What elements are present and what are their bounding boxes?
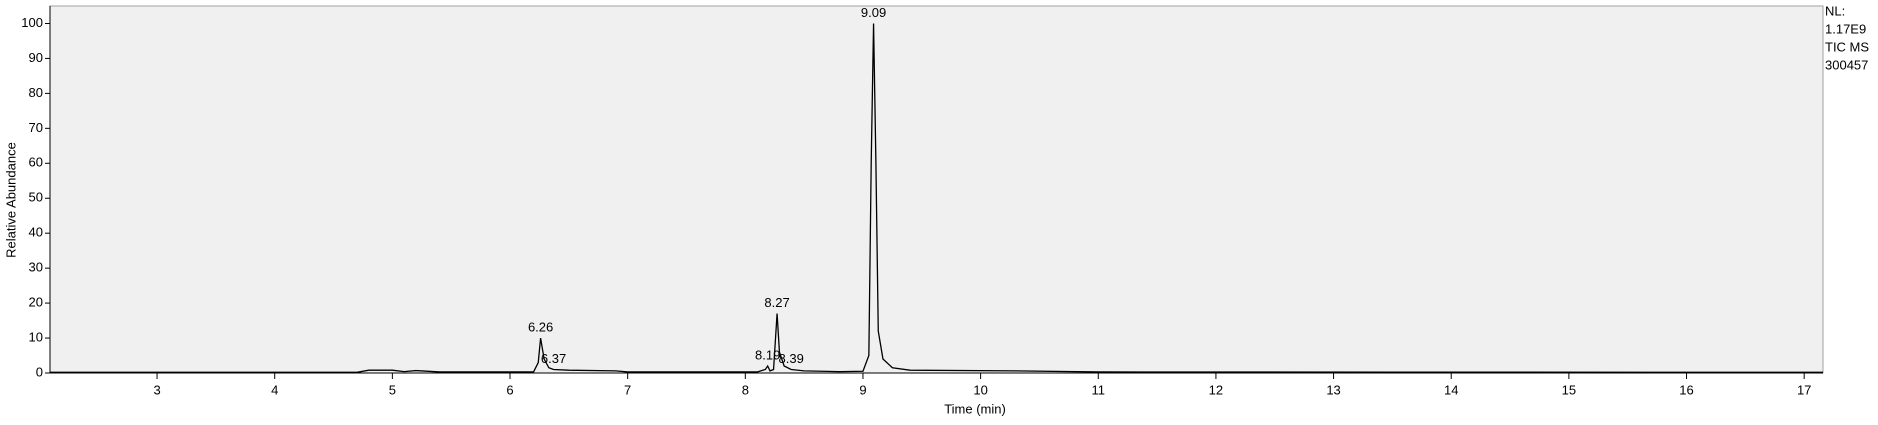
y-tick-label: 30 xyxy=(29,260,43,275)
x-tick-label: 11 xyxy=(1092,382,1106,397)
x-tick-label: 15 xyxy=(1562,382,1576,397)
x-tick-label: 12 xyxy=(1209,382,1223,397)
info-text: NL: xyxy=(1825,3,1845,18)
peak-label: 9.09 xyxy=(861,5,886,20)
peak-label: 6.37 xyxy=(541,351,566,366)
peak-label: 8.19 xyxy=(755,347,780,362)
peak-label: 6.26 xyxy=(528,319,553,334)
y-tick-label: 60 xyxy=(29,155,43,170)
y-tick-label: 90 xyxy=(29,50,43,65)
x-tick-label: 17 xyxy=(1797,382,1811,397)
y-tick-label: 0 xyxy=(36,364,43,379)
y-tick-label: 80 xyxy=(29,85,43,100)
x-tick-label: 6 xyxy=(506,382,513,397)
y-tick-label: 20 xyxy=(29,295,43,310)
y-tick-label: 70 xyxy=(29,120,43,135)
y-tick-label: 100 xyxy=(21,15,43,30)
x-tick-label: 5 xyxy=(389,382,396,397)
x-tick-label: 4 xyxy=(271,382,278,397)
y-axis-label: Relative Abundance xyxy=(3,142,18,258)
x-tick-label: 13 xyxy=(1326,382,1340,397)
y-tick-label: 50 xyxy=(29,190,43,205)
info-text: 300457 xyxy=(1825,57,1868,72)
plot-area xyxy=(49,5,1824,374)
x-tick-label: 14 xyxy=(1444,382,1458,397)
trace xyxy=(50,23,1824,373)
peak-label: 8.39 xyxy=(779,351,804,366)
x-axis-label: Time (min) xyxy=(944,401,1006,416)
y-tick-label: 10 xyxy=(29,329,43,344)
x-tick-label: 3 xyxy=(153,382,160,397)
x-tick-label: 10 xyxy=(973,382,987,397)
x-tick-label: 7 xyxy=(624,382,631,397)
info-text: TIC MS xyxy=(1825,39,1869,54)
peak-label: 8.27 xyxy=(764,295,789,310)
x-tick-label: 8 xyxy=(742,382,749,397)
info-text: 1.17E9 xyxy=(1825,21,1866,36)
x-tick-label: 9 xyxy=(859,382,866,397)
y-tick-label: 40 xyxy=(29,225,43,240)
x-tick-label: 16 xyxy=(1679,382,1693,397)
